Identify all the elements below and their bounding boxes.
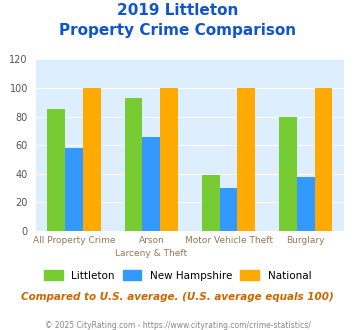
Bar	[297, 177, 315, 231]
Legend: Littleton, New Hampshire, National: Littleton, New Hampshire, National	[40, 266, 315, 285]
Bar	[48, 110, 65, 231]
Text: 2019 Littleton: 2019 Littleton	[117, 3, 238, 18]
Bar	[315, 88, 332, 231]
Bar	[279, 116, 297, 231]
Bar	[142, 137, 160, 231]
Bar	[125, 98, 142, 231]
Bar	[83, 88, 101, 231]
Text: Arson: Arson	[138, 236, 164, 245]
Bar	[220, 188, 237, 231]
Text: All Property Crime: All Property Crime	[33, 236, 115, 245]
Text: © 2025 CityRating.com - https://www.cityrating.com/crime-statistics/: © 2025 CityRating.com - https://www.city…	[45, 321, 310, 330]
Bar	[65, 148, 83, 231]
Text: Property Crime Comparison: Property Crime Comparison	[59, 23, 296, 38]
Bar	[237, 88, 255, 231]
Text: Compared to U.S. average. (U.S. average equals 100): Compared to U.S. average. (U.S. average …	[21, 292, 334, 302]
Text: Motor Vehicle Theft: Motor Vehicle Theft	[185, 236, 273, 245]
Bar	[202, 175, 220, 231]
Text: Burglary: Burglary	[286, 236, 325, 245]
Text: Larceny & Theft: Larceny & Theft	[115, 249, 187, 258]
Bar	[160, 88, 178, 231]
